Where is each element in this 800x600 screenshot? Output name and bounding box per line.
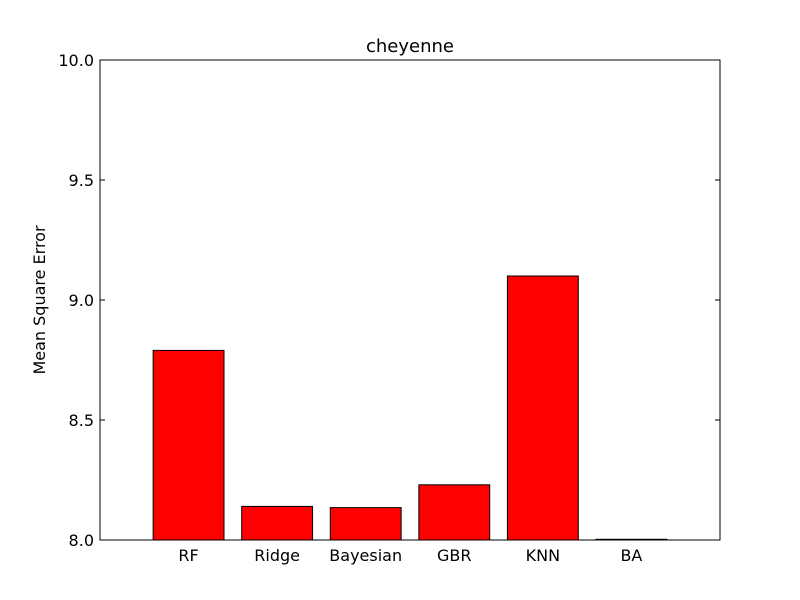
x-tick-label: BA [620, 546, 642, 565]
x-tick-label: Bayesian [329, 546, 402, 565]
x-tick-label: KNN [526, 546, 560, 565]
bars [152, 275, 668, 541]
y-tick-label: 8.0 [69, 531, 94, 550]
y-tick-label: 8.5 [69, 411, 94, 430]
x-ticks: RF Ridge Bayesian GBR KNN BA [178, 546, 642, 565]
x-tick-label: Ridge [254, 546, 300, 565]
y-axis-title: Mean Square Error [30, 225, 49, 375]
plot-area-frame [99, 59, 721, 541]
y-ticks: 8.0 8.5 9.0 9.5 10.0 [58, 51, 720, 550]
bar-rf [152, 349, 225, 541]
bar-bayesian [329, 507, 402, 541]
y-tick-label: 10.0 [58, 51, 94, 70]
bar-gbr [418, 484, 491, 541]
bar-ridge [241, 505, 314, 541]
y-tick-label: 9.5 [69, 171, 94, 190]
x-tick-label: GBR [437, 546, 472, 565]
x-tick-label: RF [178, 546, 198, 565]
bar-knn [506, 275, 579, 541]
y-tick-label: 9.0 [69, 291, 94, 310]
chart-title: cheyenne [366, 36, 454, 57]
